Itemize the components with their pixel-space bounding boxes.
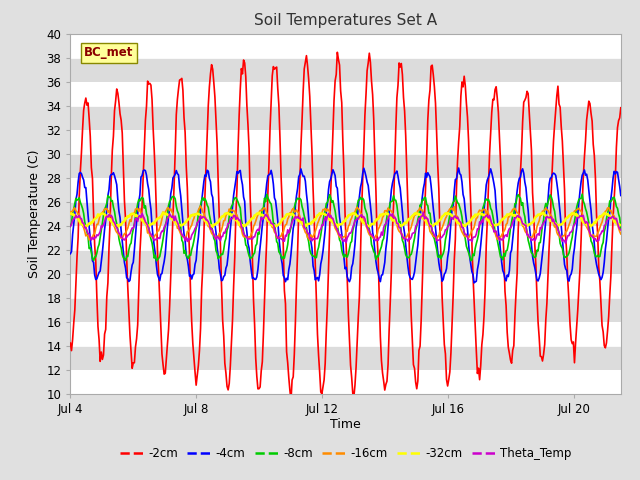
Bar: [70, 154, 621, 178]
Bar: [70, 202, 621, 226]
Bar: [70, 274, 621, 298]
Bar: [70, 250, 621, 274]
Bar: [70, 298, 621, 322]
Y-axis label: Soil Temperature (C): Soil Temperature (C): [28, 149, 41, 278]
Bar: [70, 58, 621, 82]
X-axis label: Time: Time: [330, 419, 361, 432]
Bar: [70, 130, 621, 154]
Bar: [70, 226, 621, 250]
Text: BC_met: BC_met: [84, 46, 134, 59]
Bar: [70, 178, 621, 202]
Bar: [70, 370, 621, 394]
Bar: [70, 106, 621, 130]
Title: Soil Temperatures Set A: Soil Temperatures Set A: [254, 13, 437, 28]
Bar: [70, 82, 621, 106]
Legend: -2cm, -4cm, -8cm, -16cm, -32cm, Theta_Temp: -2cm, -4cm, -8cm, -16cm, -32cm, Theta_Te…: [115, 443, 577, 465]
Bar: [70, 346, 621, 370]
Bar: [70, 34, 621, 58]
Bar: [70, 322, 621, 346]
